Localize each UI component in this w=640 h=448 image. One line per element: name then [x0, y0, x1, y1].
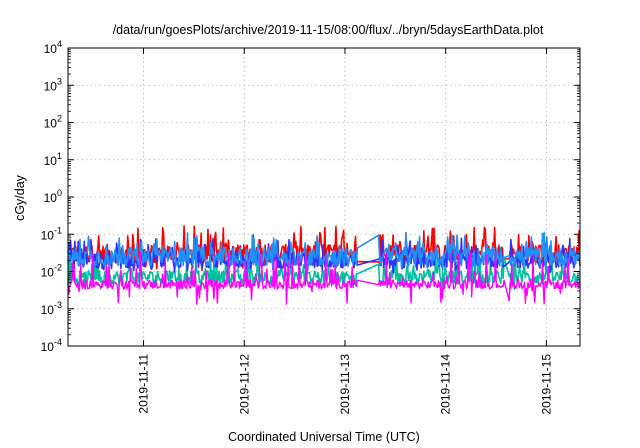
y-tick-label: 10-1	[41, 225, 62, 242]
x-tick-label: 2019-11-12	[237, 354, 251, 415]
series-group	[67, 225, 581, 305]
y-tick-label: 10-3	[41, 300, 62, 317]
y-tick-label: 103	[44, 76, 62, 93]
x-tick-label: 2019-11-11	[137, 354, 151, 414]
series-line-5	[67, 251, 581, 305]
y-tick-label: 10-4	[41, 337, 62, 354]
y-tick-label: 10-2	[41, 263, 62, 280]
x-tick-label: 2019-11-14	[439, 354, 453, 415]
y-tick-label: 102	[44, 114, 62, 131]
y-axis-label: cGy/day	[13, 174, 27, 221]
x-tick-labels: 2019-11-11 2019-11-12 2019-11-13 2019-11-14…	[137, 354, 554, 415]
y-tick-label: 100	[44, 188, 62, 205]
x-axis-label: Coordinated Universal Time (UTC)	[228, 430, 420, 444]
x-tick-label: 2019-11-13	[338, 354, 352, 415]
y-tick-labels: 10-4 10-3 10-2 10-1 100 101 102 103 104	[41, 39, 62, 354]
x-tick-label: 2019-11-15	[539, 354, 553, 415]
gridlines	[68, 48, 580, 346]
y-tick-label: 104	[44, 39, 62, 56]
series-line-4	[67, 231, 581, 272]
y-tick-label: 101	[44, 151, 62, 168]
chart-title: /data/run/goesPlots/archive/2019-11-15/0…	[113, 23, 544, 37]
ticks	[68, 47, 580, 347]
